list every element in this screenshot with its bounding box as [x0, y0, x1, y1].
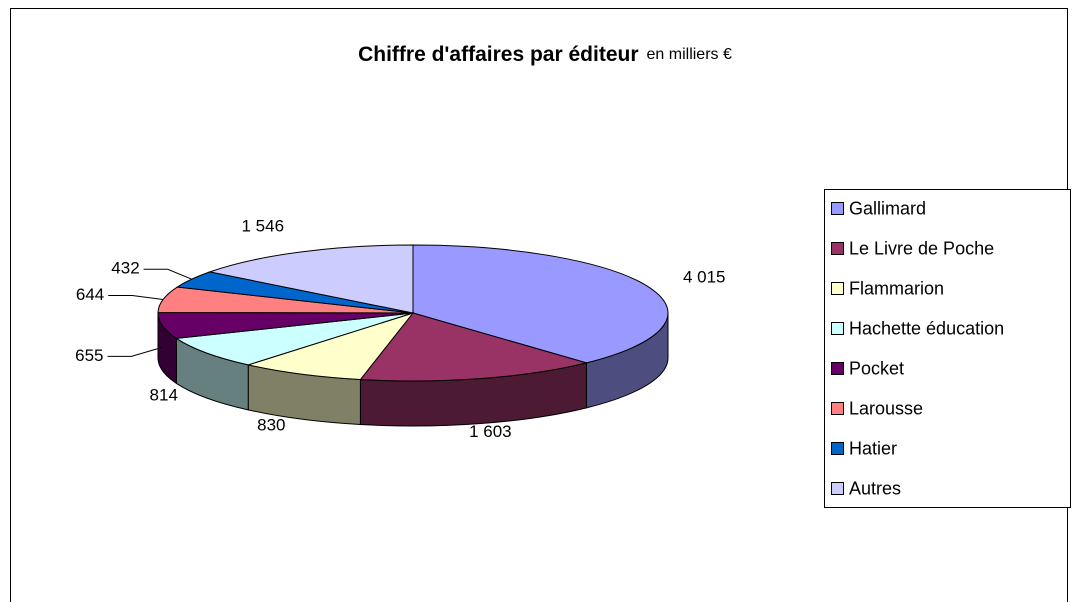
- leader-line: [143, 268, 192, 280]
- slice: [412, 244, 669, 364]
- legend-swatch: [831, 482, 844, 495]
- legend-swatch: [831, 362, 844, 375]
- data-label: 655: [75, 346, 103, 365]
- data-label: 1 546: [241, 216, 284, 235]
- legend-label: Larousse: [849, 398, 923, 418]
- legend-box: [824, 189, 1071, 508]
- slice: [207, 244, 414, 314]
- legend-label: Pocket: [849, 358, 904, 378]
- slice: [246, 312, 415, 381]
- legend-label: Flammarion: [849, 278, 944, 298]
- legend-swatch: [831, 282, 844, 295]
- legend-swatch: [831, 242, 844, 255]
- data-label: 644: [76, 285, 104, 304]
- legend-label: Hachette éducation: [849, 318, 1004, 338]
- legend-label: Gallimard: [849, 198, 926, 218]
- leader-line: [107, 346, 163, 357]
- data-label: 830: [257, 416, 285, 435]
- data-label: 1 603: [469, 422, 512, 441]
- slice: [359, 312, 589, 382]
- slice: [175, 312, 414, 366]
- legend-label: Hatier: [849, 438, 897, 458]
- data-label: 432: [111, 259, 139, 278]
- legend-label: Le Livre de Poche: [849, 238, 994, 258]
- chart-title-group: Chiffre d'affaires par éditeur en millier…: [358, 43, 732, 66]
- legend-swatch: [831, 202, 844, 215]
- chart-title: Chiffre d'affaires par éditeur: [358, 43, 638, 66]
- leader-line: [108, 295, 164, 301]
- data-label: 814: [150, 386, 178, 405]
- legend-swatch: [831, 442, 844, 455]
- chart-subtitle: en milliers €: [647, 46, 732, 63]
- legend-swatch: [831, 322, 844, 335]
- legend-label: Autres: [849, 478, 901, 498]
- data-label: 4 015: [683, 267, 726, 286]
- legend-swatch: [831, 402, 844, 415]
